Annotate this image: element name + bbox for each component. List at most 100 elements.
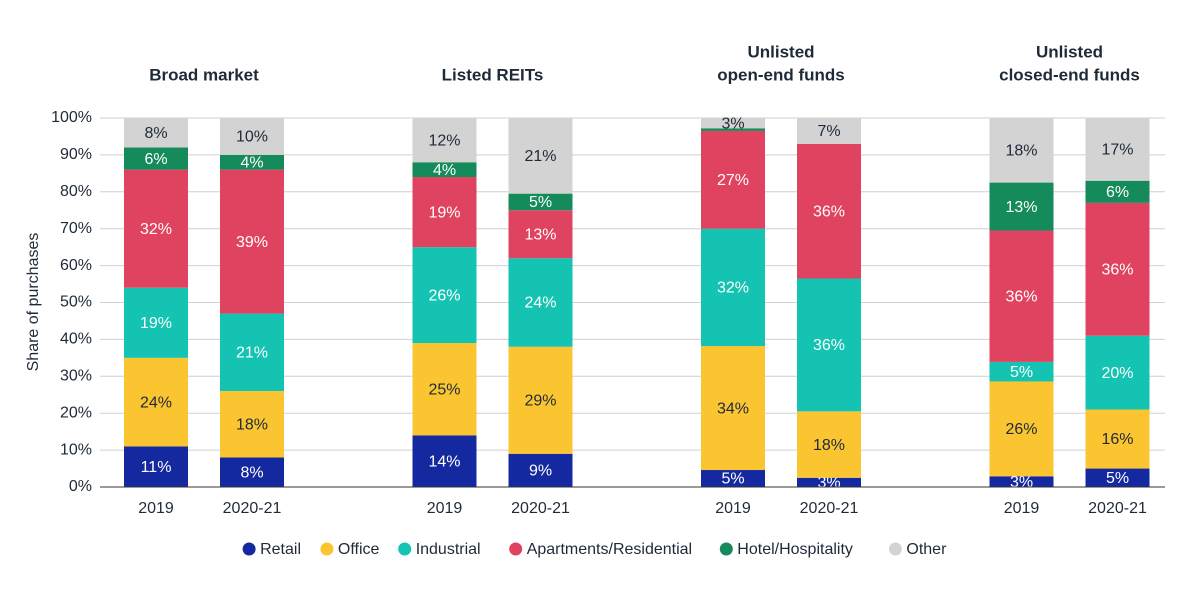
legend-label: Retail xyxy=(260,541,301,558)
y-tick-label: 100% xyxy=(51,109,92,126)
data-label: 18% xyxy=(236,416,268,433)
bar-segment xyxy=(1085,202,1150,336)
bar-segment xyxy=(508,453,573,487)
data-label: 3% xyxy=(721,115,744,132)
data-label: 39% xyxy=(236,234,268,251)
bar-segment xyxy=(508,210,573,259)
data-label: 5% xyxy=(1010,364,1033,381)
data-label: 19% xyxy=(428,204,460,221)
bar-segment xyxy=(701,118,765,129)
bar-segment xyxy=(989,118,1054,183)
data-label: 3% xyxy=(1010,474,1033,491)
bar-segment xyxy=(989,476,1054,487)
bar-segment xyxy=(797,411,861,478)
bar-segment xyxy=(1085,468,1150,487)
data-label: 36% xyxy=(813,203,845,220)
bar-segment xyxy=(701,128,765,131)
data-label: 25% xyxy=(428,381,460,398)
data-label: 5% xyxy=(721,471,744,488)
data-label: 13% xyxy=(1005,199,1037,216)
y-tick-label: 20% xyxy=(60,404,92,421)
data-label: 27% xyxy=(717,172,749,189)
bar-segment xyxy=(508,193,573,211)
data-label: 21% xyxy=(236,345,268,362)
data-label: 12% xyxy=(428,132,460,149)
data-label: 26% xyxy=(1005,421,1037,438)
data-label: 18% xyxy=(813,437,845,454)
data-label: 10% xyxy=(236,129,268,146)
bar-segment xyxy=(1085,335,1150,410)
data-label: 4% xyxy=(240,154,263,171)
y-tick-label: 60% xyxy=(60,257,92,274)
data-label: 19% xyxy=(140,315,172,332)
bar-segment xyxy=(220,154,284,170)
x-tick-label: 2020-21 xyxy=(223,500,282,517)
bar-segment xyxy=(124,287,188,358)
legend-label: Other xyxy=(906,541,947,558)
bar-segment xyxy=(412,177,477,248)
group-title: Broad market xyxy=(149,65,259,84)
legend-marker xyxy=(509,542,523,556)
bar-segment xyxy=(412,118,477,163)
data-label: 8% xyxy=(144,125,167,142)
bar-segment xyxy=(220,391,284,458)
legend-marker xyxy=(719,542,733,556)
data-label: 34% xyxy=(717,400,749,417)
group-title: Unlisted xyxy=(1036,42,1103,61)
data-label: 24% xyxy=(524,295,556,312)
bar-segment xyxy=(124,169,188,288)
bar-segment xyxy=(220,118,284,155)
bar-segment xyxy=(989,230,1054,362)
bar-segment xyxy=(412,435,477,487)
data-label: 9% xyxy=(529,463,552,480)
bar-segment xyxy=(412,162,477,178)
bar-segment xyxy=(797,278,861,412)
x-tick-label: 2020-21 xyxy=(1088,500,1147,517)
data-label: 13% xyxy=(524,226,556,243)
bar-segment xyxy=(124,147,188,170)
bar-segment xyxy=(701,130,765,229)
bar-segment xyxy=(701,346,765,471)
group-title: Unlisted xyxy=(747,42,814,61)
data-label: 6% xyxy=(144,151,167,168)
bar-segment xyxy=(412,247,477,344)
bar-segment xyxy=(124,446,188,487)
bar-segment xyxy=(124,118,188,148)
data-label: 36% xyxy=(813,337,845,354)
data-label: 36% xyxy=(1005,288,1037,305)
data-label: 5% xyxy=(1106,470,1129,487)
y-tick-label: 90% xyxy=(60,146,92,163)
y-tick-label: 50% xyxy=(60,294,92,311)
y-tick-label: 0% xyxy=(69,478,92,495)
data-label: 20% xyxy=(1101,365,1133,382)
legend-label: Industrial xyxy=(416,541,481,558)
data-label: 7% xyxy=(817,123,840,140)
y-tick-label: 80% xyxy=(60,183,92,200)
bar-segment xyxy=(1085,118,1150,181)
bar-segment xyxy=(1085,409,1150,469)
bar-segment xyxy=(412,343,477,436)
data-label: 11% xyxy=(141,459,172,476)
bar-segment xyxy=(701,228,765,347)
x-tick-label: 2019 xyxy=(715,500,751,517)
legend-label: Office xyxy=(338,541,380,558)
bar-segment xyxy=(220,169,284,314)
data-label: 4% xyxy=(433,162,456,179)
legend-marker xyxy=(242,542,256,556)
legend-marker xyxy=(320,542,334,556)
bar-segment xyxy=(989,182,1054,231)
bar-segment xyxy=(508,118,573,194)
data-label: 36% xyxy=(1101,262,1133,279)
x-tick-label: 2020-21 xyxy=(511,500,570,517)
bar-segment xyxy=(989,361,1054,382)
data-label: 32% xyxy=(717,280,749,297)
legend-marker xyxy=(888,542,902,556)
data-label: 21% xyxy=(524,148,556,165)
data-label: 8% xyxy=(240,464,263,481)
bar-segment xyxy=(508,258,573,347)
data-label: 26% xyxy=(428,287,460,304)
legend-label: Apartments/Residential xyxy=(527,541,692,558)
y-tick-label: 10% xyxy=(60,441,92,458)
data-label: 16% xyxy=(1101,431,1133,448)
